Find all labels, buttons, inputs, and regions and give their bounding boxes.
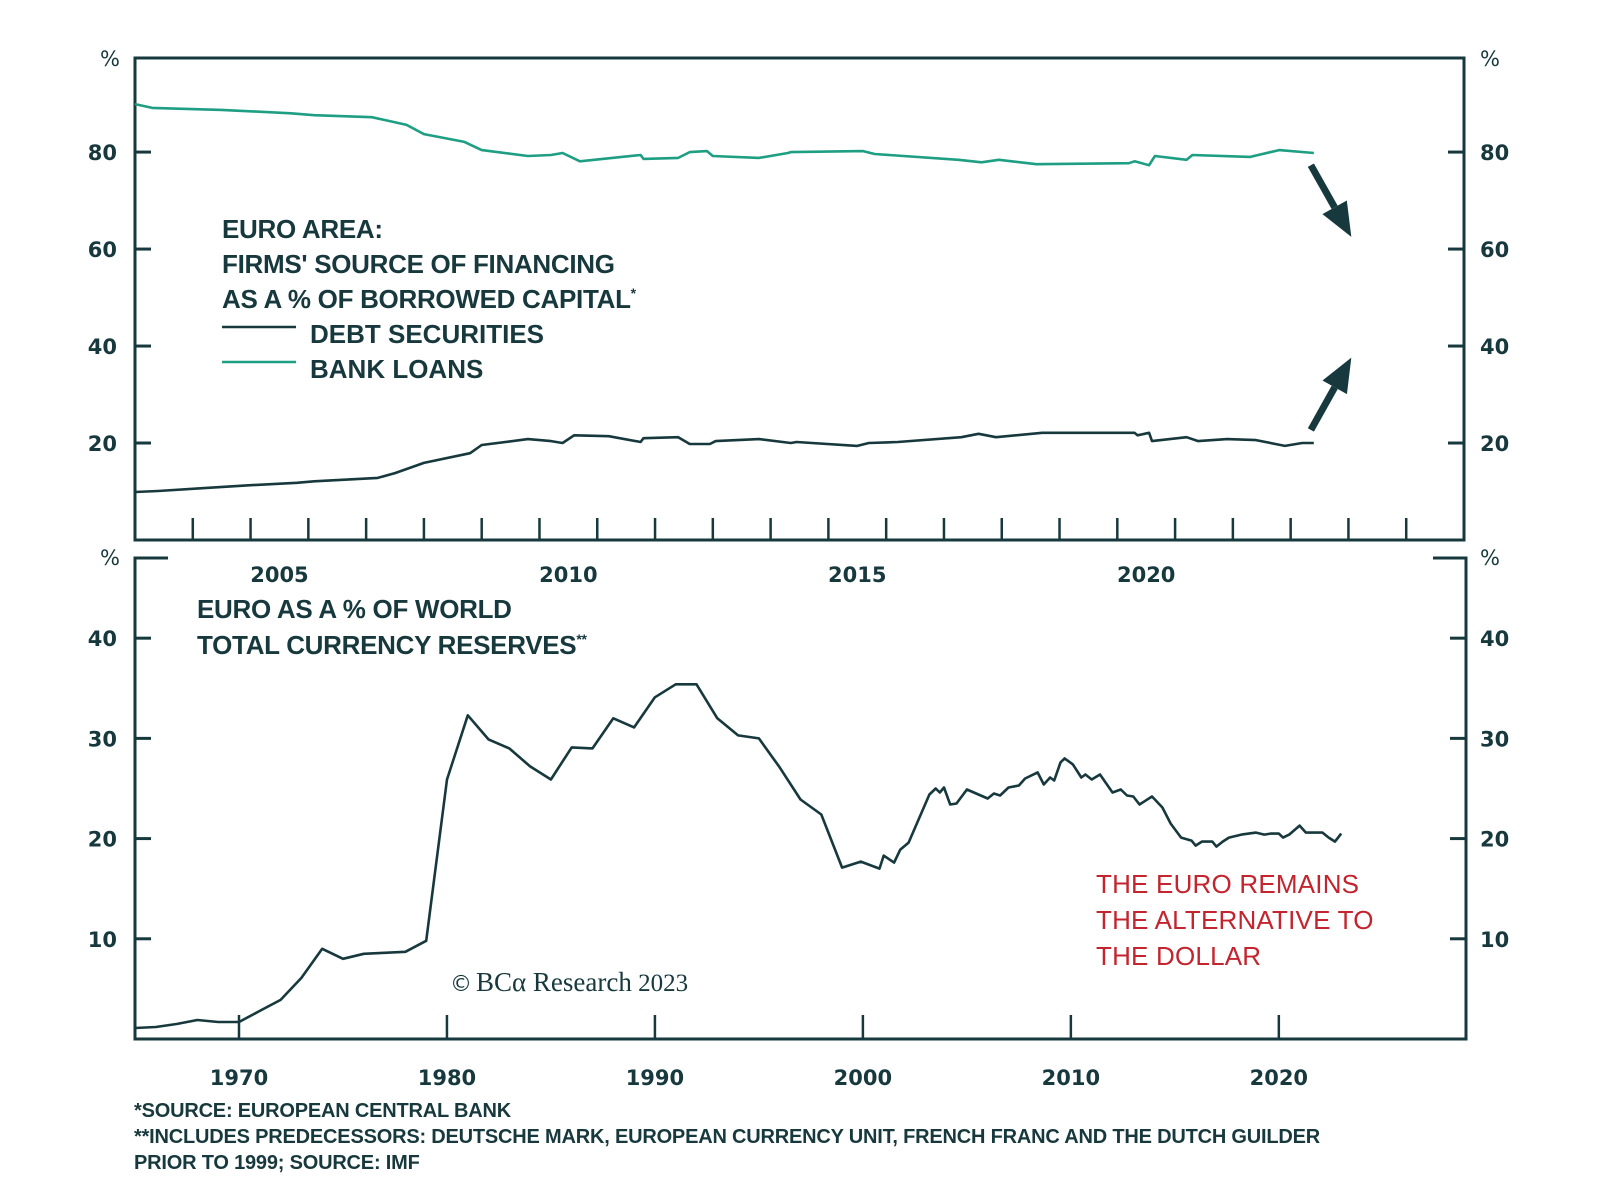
x-tick-label: 2010 [539,563,597,587]
footnote-2: **INCLUDES PREDECESSORS: DEUTSCHE MARK, … [134,1126,1321,1148]
y-tick-label-right: 40 [1480,335,1509,359]
top-series [134,102,1314,494]
legend-label-loans: BANK LOANS [310,354,483,384]
top-chart-subtitle-1: FIRMS' SOURCE OF FINANCING [222,249,615,279]
y-tick-label-right: 80 [1480,141,1509,165]
y-tick-label-right: 20 [1480,828,1509,852]
top-y-unit-right: % [1480,47,1500,71]
y-tick-label-right: 30 [1480,727,1509,751]
bottom-plot-frame [133,556,1468,1041]
bottom-x-labels: 1970 1980 1990 2000 2010 2020 [210,1066,1308,1090]
bottom-y-axis: 10 10 20 20 30 30 40 40 [88,627,1509,952]
copyright-notice: © BCα Research 2023 [450,967,688,997]
footnotes: *SOURCE: EUROPEAN CENTRAL BANK **INCLUDE… [134,1100,1321,1174]
bottom-chart-title-2: TOTAL CURRENCY RESERVES** [197,630,587,660]
x-tick-label: 2010 [1042,1066,1100,1090]
arrow-up-shaft [1307,385,1338,432]
legend: DEBT SECURITIES BANK LOANS [222,319,544,384]
series-line-debt-securities [134,431,1314,494]
top-plot-frame [133,56,1466,542]
legend-label-debt: DEBT SECURITIES [310,319,544,349]
callout-line-1: THE EURO REMAINS [1096,869,1359,899]
x-tick-label: 2015 [828,563,886,587]
brand-logo: BCα [476,967,526,997]
y-tick-label-right: 40 [1480,627,1509,651]
arrow-down-icon [1322,200,1352,237]
copyright-symbol: © [450,972,472,997]
footnote-3: PRIOR TO 1999; SOURCE: IMF [134,1152,420,1174]
title-2-text: TOTAL CURRENCY RESERVES [197,630,576,660]
top-arrows [1307,163,1352,432]
y-tick-label-right: 10 [1480,928,1509,952]
y-tick-label-left: 30 [88,727,117,751]
y-tick-label-left: 10 [88,928,117,952]
y-tick-label-left: 80 [88,141,117,165]
x-tick-label: 2020 [1250,1066,1308,1090]
x-tick-label: 2020 [1117,563,1175,587]
series-line-euro-reserves [134,682,1343,1030]
arrow-down-shaft [1307,163,1338,210]
x-tick-label: 1990 [626,1066,684,1090]
x-tick-label: 2000 [834,1066,892,1090]
y-tick-label-left: 20 [88,828,117,852]
bottom-chart-title-1: EURO AS A % OF WORLD [197,594,512,624]
x-tick-label: 1980 [418,1066,476,1090]
top-x-ticks [191,518,1408,540]
top-chart-title: EURO AREA: [222,214,383,244]
footnote-mark: * [631,285,637,301]
y-tick-label-right: 60 [1480,238,1509,262]
callout-line-3: THE DOLLAR [1096,941,1261,971]
y-tick-label-right: 20 [1480,432,1509,456]
footnote-1: *SOURCE: EUROPEAN CENTRAL BANK [134,1100,512,1122]
bottom-x-ticks [237,1015,1281,1039]
top-x-labels: 2005 2010 2015 2020 [250,563,1175,587]
footnote-mark: ** [576,631,587,647]
arrow-up-icon [1322,357,1352,395]
x-tick-label: 2005 [250,563,308,587]
top-chart-subtitle-2: AS A % OF BORROWED CAPITAL* [222,284,637,314]
top-y-unit-left: % [100,47,120,71]
y-tick-label-left: 40 [88,627,117,651]
top-y-axis: 20 20 40 40 60 60 80 80 [88,141,1509,456]
brand-research: Research [526,967,632,997]
y-tick-label-left: 40 [88,335,117,359]
y-tick-label-left: 20 [88,432,117,456]
series-line-bank-loans [134,102,1314,167]
callout-line-2: THE ALTERNATIVE TO [1096,905,1374,935]
y-tick-label-left: 60 [88,238,117,262]
x-tick-label: 1970 [210,1066,268,1090]
copyright-year: 2023 [632,970,688,997]
subtitle-2-text: AS A % OF BORROWED CAPITAL [222,284,631,314]
bottom-y-unit-left: % [100,546,120,570]
bottom-series [134,682,1343,1030]
bottom-y-unit-right: % [1480,546,1500,570]
